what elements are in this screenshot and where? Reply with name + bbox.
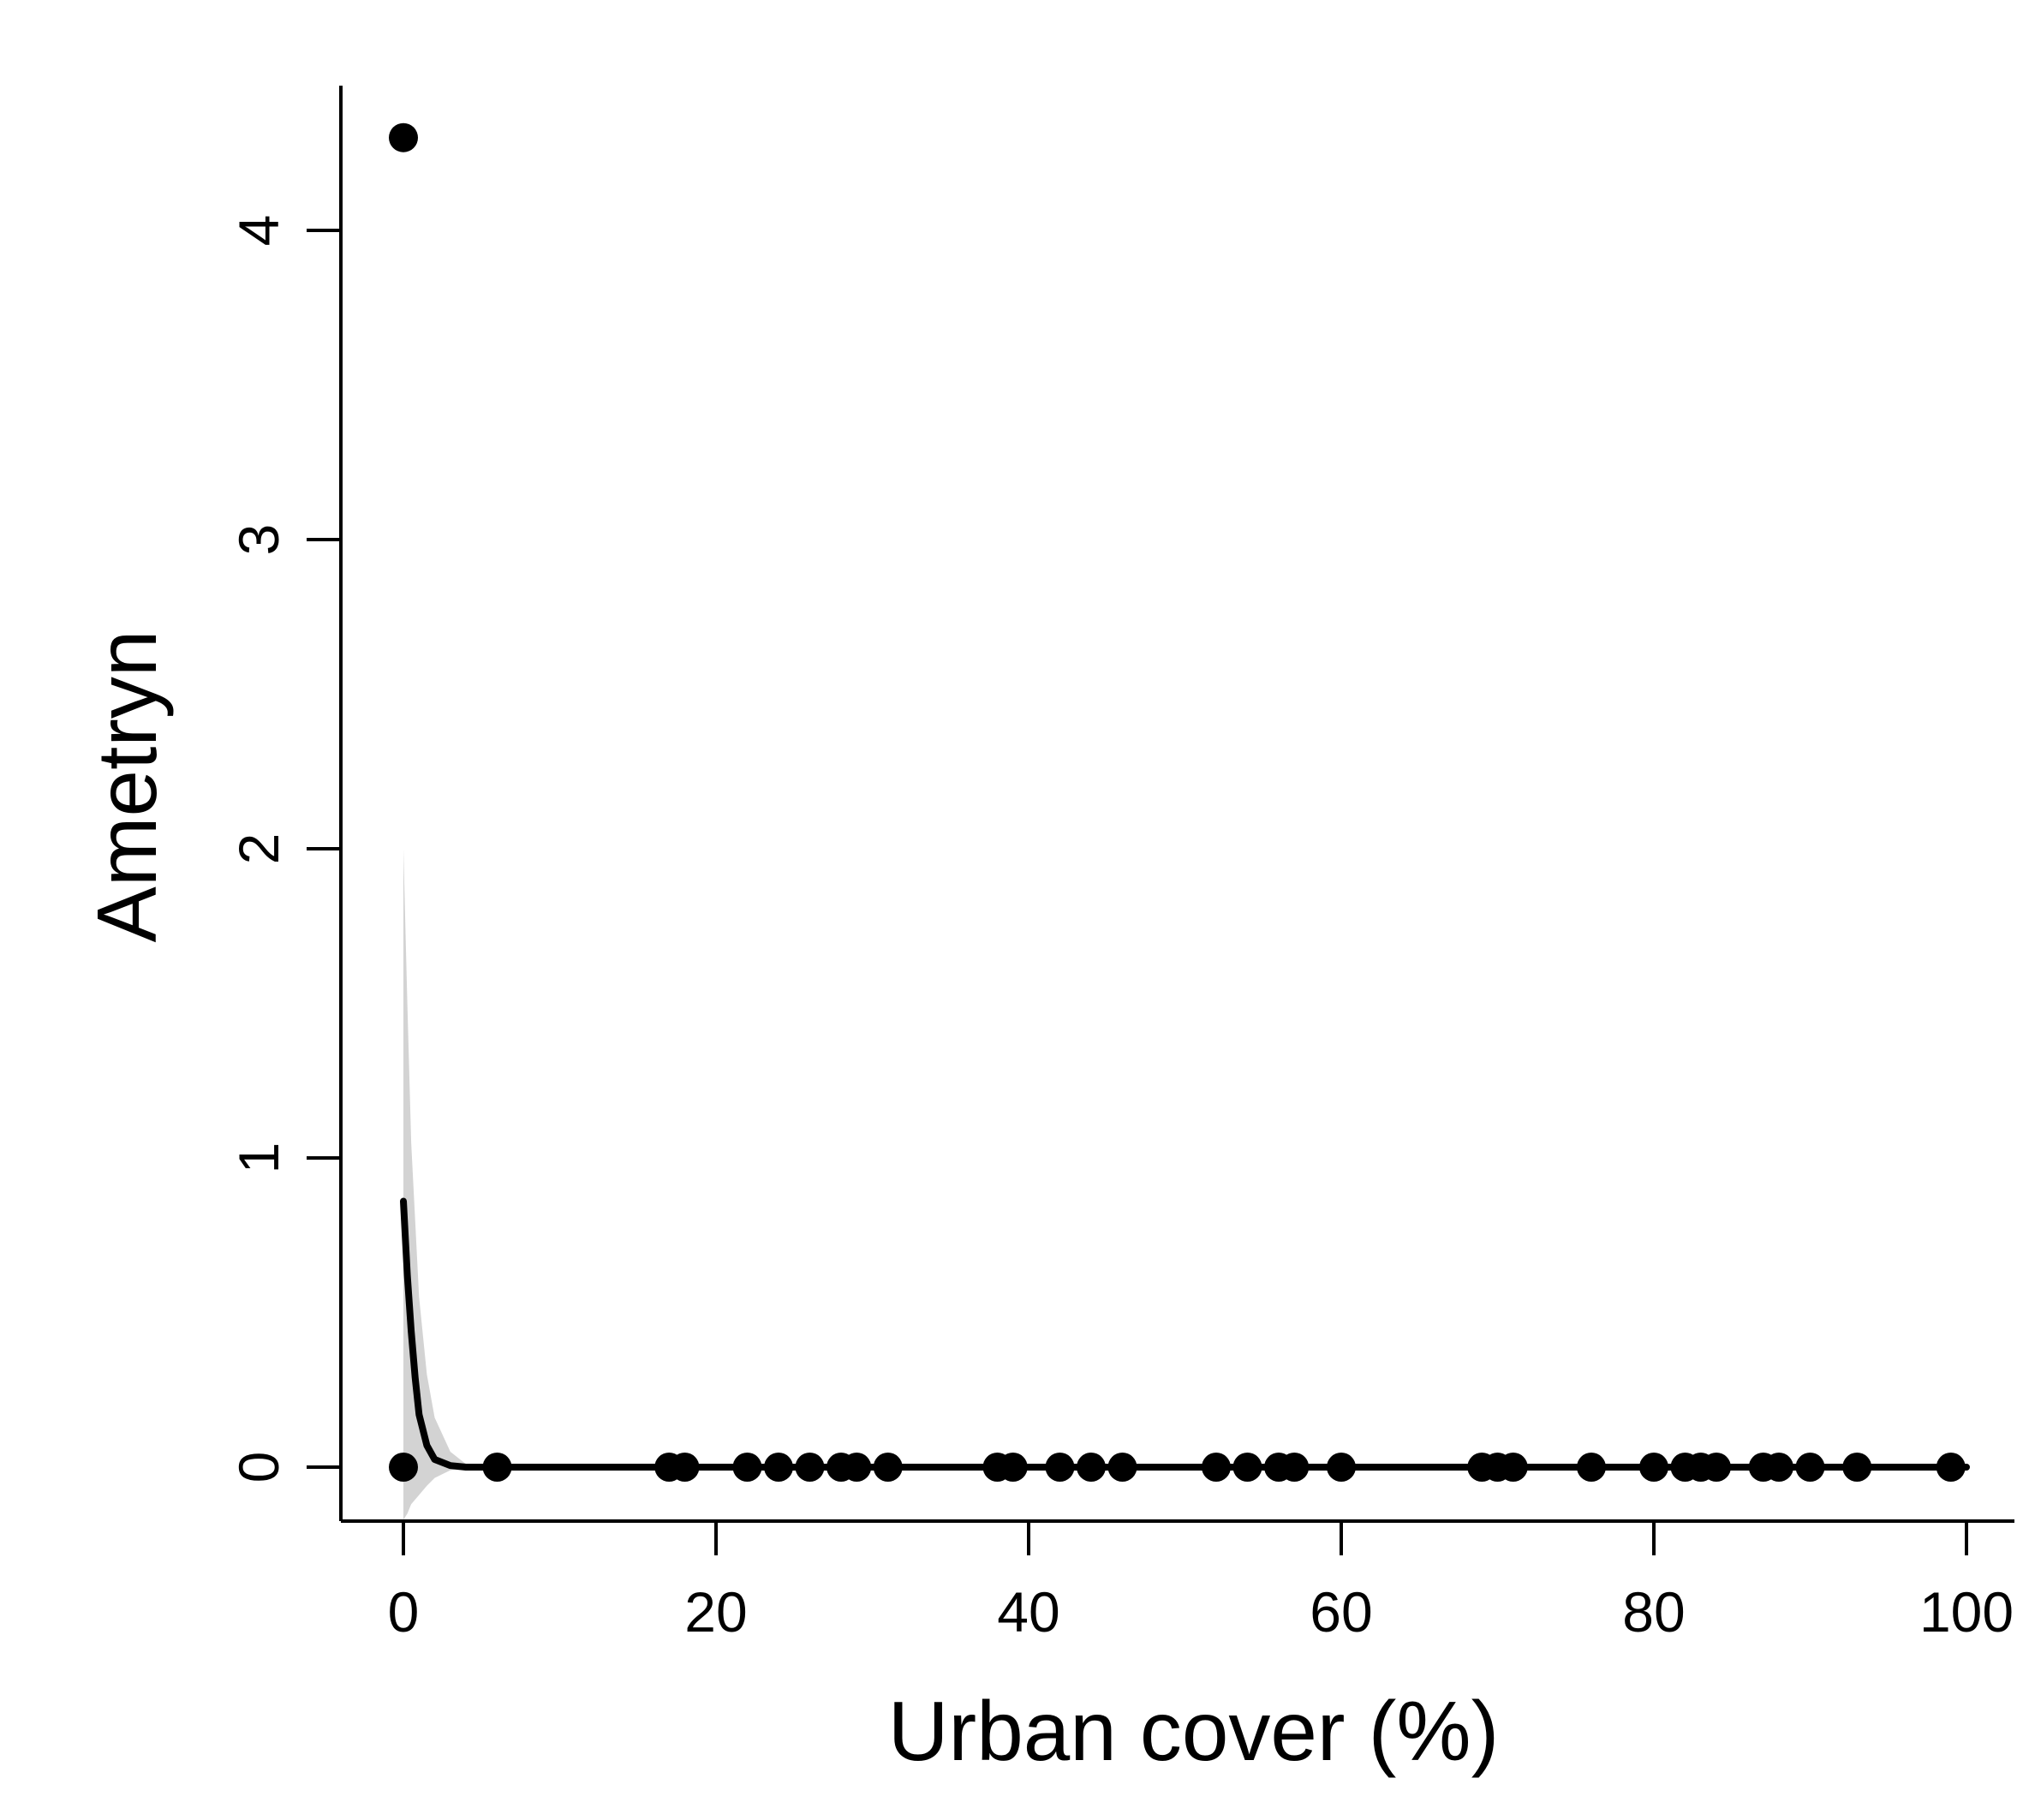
- data-point: [1702, 1453, 1731, 1482]
- y-tick-label: 4: [227, 215, 290, 247]
- data-point: [732, 1453, 762, 1482]
- confidence-band: [403, 849, 482, 1520]
- data-point: [1107, 1453, 1137, 1482]
- x-tick-label: 80: [1622, 1580, 1685, 1644]
- data-point: [842, 1453, 872, 1482]
- y-tick-label: 0: [227, 1452, 290, 1483]
- data-point: [1842, 1453, 1872, 1482]
- data-point: [389, 1453, 418, 1482]
- y-tick-label: 3: [227, 524, 290, 556]
- y-tick-label: 1: [227, 1143, 290, 1174]
- fit-line: [400, 1197, 1970, 1471]
- confidence-band-layer: [403, 849, 482, 1520]
- data-point: [670, 1453, 700, 1482]
- data-point: [1327, 1453, 1356, 1482]
- data-point: [998, 1453, 1028, 1482]
- x-axis-ticks: 0 20 40 60 80 100: [388, 1521, 2014, 1644]
- fit-line-layer: [400, 1197, 1970, 1471]
- data-point: [1577, 1453, 1606, 1482]
- y-axis-label: Ametryn: [80, 630, 174, 943]
- data-point: [795, 1453, 825, 1482]
- data-point: [1795, 1453, 1825, 1482]
- x-tick-label: 0: [388, 1580, 420, 1644]
- data-point: [482, 1453, 512, 1482]
- data-point: [1045, 1453, 1075, 1482]
- data-point: [1639, 1453, 1668, 1482]
- x-tick-label: 40: [997, 1580, 1059, 1644]
- y-axis-ticks: 0 1 2 3 4: [227, 215, 341, 1483]
- data-points: [389, 122, 1966, 1482]
- data-point: [873, 1453, 903, 1482]
- axes: [339, 86, 2014, 1523]
- data-point: [1077, 1453, 1106, 1482]
- data-point: [1764, 1453, 1793, 1482]
- x-tick-label: 60: [1310, 1580, 1372, 1644]
- data-point: [1280, 1453, 1310, 1482]
- x-tick-label: 100: [1919, 1580, 2014, 1644]
- y-tick-label: 2: [227, 833, 290, 865]
- data-point: [764, 1453, 793, 1482]
- data-point: [389, 122, 418, 152]
- x-axis-label: Urban cover (%): [888, 1684, 1499, 1778]
- x-tick-label: 20: [684, 1580, 747, 1644]
- data-point: [1202, 1453, 1231, 1482]
- data-point: [1936, 1453, 1966, 1482]
- data-point: [1498, 1453, 1528, 1482]
- data-point: [1232, 1453, 1262, 1482]
